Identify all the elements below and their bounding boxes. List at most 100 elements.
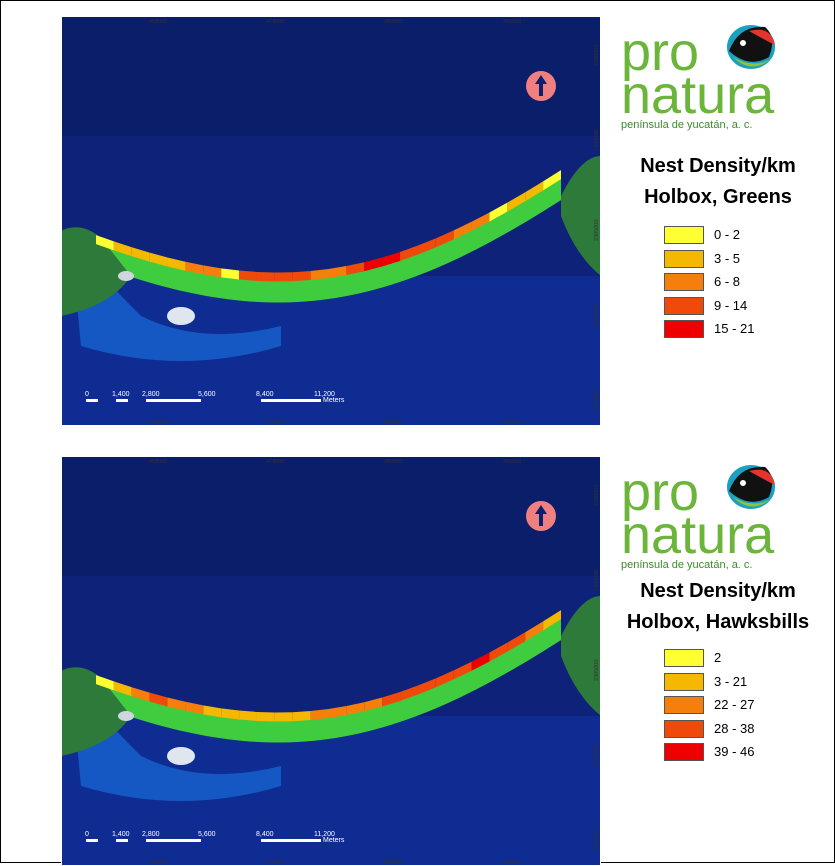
x-tick-label: 480000 [384,459,402,465]
legend-title-line2: Holbox, Hawksbills [626,611,810,633]
legend-label: 0 - 2 [714,227,741,242]
scale-bar-segment [86,839,98,842]
legend-swatch [664,672,704,691]
scale-bar-segment [261,839,321,842]
y-tick-label: 2385000 [594,220,600,241]
density-segment [256,711,275,722]
density-segment [543,610,561,631]
legend-panel-greens: pro natura península de yucatán, a. c. N… [605,13,831,433]
legend-swatch [664,719,704,738]
density-segment [310,709,329,721]
y-tick-label: 2376000 [594,390,600,411]
density-segment [453,221,472,240]
x-tick-label: 480000 [384,19,402,25]
density-segment [435,230,454,248]
logo-text-natura: natura [621,65,775,125]
density-segment [543,170,561,191]
density-segment [203,705,222,718]
pronatura-logo: pro natura península de yucatán, a. c. [615,13,825,131]
density-segment [346,262,365,276]
density-segment [203,265,222,278]
bird-icon [727,25,775,69]
legend-label: 3 - 21 [714,673,748,689]
x-tick-label: 474000 [266,420,284,426]
density-segment [239,270,257,281]
density-segment [471,212,490,231]
density-segment [328,266,347,278]
scale-label: 0 [85,391,89,398]
density-segment [364,257,383,272]
y-tick-label: 2376000 [594,830,600,851]
x-tick-label: 486000 [503,420,521,426]
y-tick-label: 2396000 [594,45,600,66]
legend-title-line1: Nest Density/km [640,580,796,602]
legend-swatch [664,249,704,268]
density-segment [149,252,168,267]
satellite-map-greens[interactable]: 0 1,400 2,800 5,600 8,400 11,200 Meters 468000 4… [61,16,601,426]
density-segment [113,241,132,257]
legend-label: 9 - 14 [714,297,748,313]
density-segment [382,251,401,267]
density-segment [453,661,472,680]
x-tick-label: 486000 [503,860,521,866]
density-segment [185,701,204,715]
density-segment [435,670,454,688]
legend-swatch [664,696,704,714]
density-segment [525,621,544,642]
density-segment [167,697,186,711]
y-tick-label: 2380000 [594,745,600,766]
density-segment [274,272,293,282]
scale-bar-segment [146,399,201,402]
logo-text-pro: pro [621,462,700,522]
density-segment [525,181,544,202]
density-segment [185,261,204,275]
scale-bar-segment [261,399,321,402]
x-tick-label: 468000 [149,459,167,465]
scale-label: 0 [85,831,89,838]
density-segment [96,675,114,691]
legend-label: 6 - 8 [714,274,741,289]
density-segment [346,702,365,716]
density-segment [400,245,418,261]
density-segment [507,192,526,212]
logo-text-natura: natura [621,505,775,565]
scale-label: 5,600 [198,831,216,838]
scale-label: 5,600 [198,391,216,398]
north-arrow-icon [526,71,556,101]
scale-unit: Meters [323,837,345,844]
legend-label: 39 - 46 [714,744,755,759]
pronatura-logo: pro natura península de yucatán, a. c. [615,453,825,571]
legend-label: 28 - 38 [714,720,755,736]
density-segment [489,202,508,222]
scale-label: 2,800 [142,831,160,838]
density-segment [149,692,168,707]
scale-label: 2,800 [142,391,160,398]
density-segment [364,697,383,712]
legend-label: 3 - 5 [714,250,741,266]
legend-swatch [664,296,704,315]
density-segment [274,712,293,722]
legend-swatch [664,226,704,244]
density-segment [256,271,275,282]
density-segment [239,710,257,721]
density-segment [221,708,240,720]
x-tick-label: 468000 [149,19,167,25]
scale-label: 8,400 [256,831,274,838]
density-segment [167,257,186,271]
legend-label: 15 - 21 [714,321,755,336]
legend-swatch [664,320,704,338]
density-segment [417,678,436,695]
legend-label: 22 - 27 [714,697,755,712]
satellite-map-hawksbills[interactable]: 0 1,400 2,800 5,600 8,400 11,200 Meters 468000 4… [61,456,601,866]
y-tick-label: 2390000 [594,570,600,591]
scale-bar-segment [116,399,128,402]
density-segment [292,271,311,282]
x-tick-label: 468000 [149,420,167,426]
y-tick-label: 2380000 [594,305,600,326]
density-segment [382,691,401,707]
y-tick-label: 2396000 [594,485,600,506]
legend-label: 2 [714,650,722,665]
density-segment [507,632,526,652]
logo-tagline: península de yucatán, a. c. [621,559,753,571]
